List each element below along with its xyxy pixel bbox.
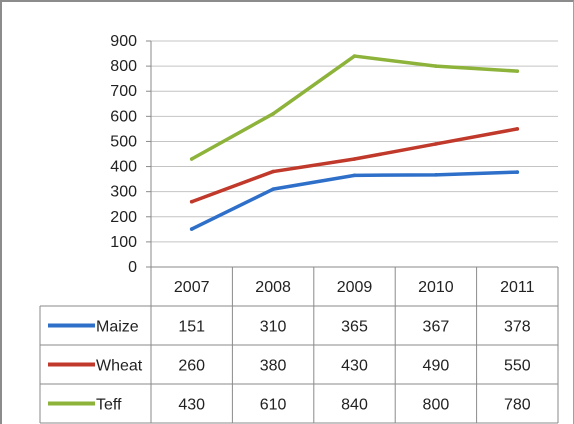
table-cell-maize-2009: 365: [341, 319, 368, 336]
series-wheat: [189, 127, 520, 204]
x-category-label-2007: 2007: [174, 279, 210, 296]
y-tick-label-700: 700: [110, 83, 137, 100]
table-cell-teff-2008: 610: [260, 397, 287, 414]
data-point-wheat-2011: [515, 127, 520, 131]
legend-label-wheat: Wheat: [96, 358, 143, 375]
table-cell-teff-2009: 840: [341, 397, 368, 414]
y-tick-label-100: 100: [110, 234, 137, 251]
table-cell-wheat-2008: 380: [260, 358, 287, 375]
table-cell-wheat-2007: 260: [178, 358, 205, 375]
series-line-teff: [189, 54, 520, 161]
data-point-teff-2011: [515, 69, 520, 73]
legend-label-teff: Teff: [96, 397, 122, 414]
table-cell-wheat-2011: 550: [504, 358, 531, 375]
y-tick-label-400: 400: [110, 159, 137, 176]
y-tick-label-200: 200: [110, 209, 137, 226]
table-cell-maize-2008: 310: [260, 319, 287, 336]
table-cell-teff-2010: 800: [423, 397, 450, 414]
data-point-maize-2009: [352, 173, 357, 178]
data-point-wheat-2009: [352, 157, 357, 161]
table-cell-teff-2007: 430: [178, 397, 205, 414]
y-tick-label-500: 500: [110, 133, 137, 150]
series-line-maize: [189, 170, 520, 231]
data-point-wheat-2010: [434, 142, 438, 146]
data-point-teff-2009: [352, 54, 357, 58]
legend-label-maize: Maize: [96, 319, 139, 336]
table-cell-wheat-2010: 490: [423, 358, 450, 375]
data-point-wheat-2007: [189, 199, 194, 204]
data-point-teff-2007: [189, 157, 194, 161]
x-category-label-2009: 2009: [337, 279, 373, 296]
y-tick-label-900: 900: [110, 33, 137, 50]
data-point-wheat-2008: [271, 169, 275, 174]
x-category-label-2010: 2010: [418, 279, 454, 296]
data-point-maize-2007: [189, 227, 194, 231]
table-cell-maize-2007: 151: [178, 319, 205, 336]
x-category-label-2008: 2008: [255, 279, 291, 296]
table-cell-wheat-2009: 430: [341, 358, 368, 375]
y-tick-label-800: 800: [110, 58, 137, 75]
series-teff: [189, 54, 520, 161]
data-table: 2007 2008 2009 2010 2011 Maize 151 310 365 367 378…: [39, 266, 559, 424]
y-tick-label-600: 600: [110, 108, 137, 125]
table-cell-teff-2011: 780: [504, 397, 531, 414]
table-cell-maize-2011: 378: [504, 319, 531, 336]
data-point-maize-2010: [434, 173, 438, 177]
series-line-wheat: [189, 127, 520, 204]
y-tick-label-300: 300: [110, 184, 137, 201]
x-category-label-2011: 2011: [500, 279, 535, 296]
data-point-teff-2010: [434, 64, 438, 68]
series-maize: [189, 170, 520, 231]
data-point-maize-2011: [515, 170, 520, 174]
data-point-maize-2008: [271, 187, 275, 191]
y-tick-label-0: 0: [128, 259, 137, 276]
data-point-teff-2008: [271, 112, 275, 116]
table-cell-maize-2010: 367: [423, 319, 450, 336]
